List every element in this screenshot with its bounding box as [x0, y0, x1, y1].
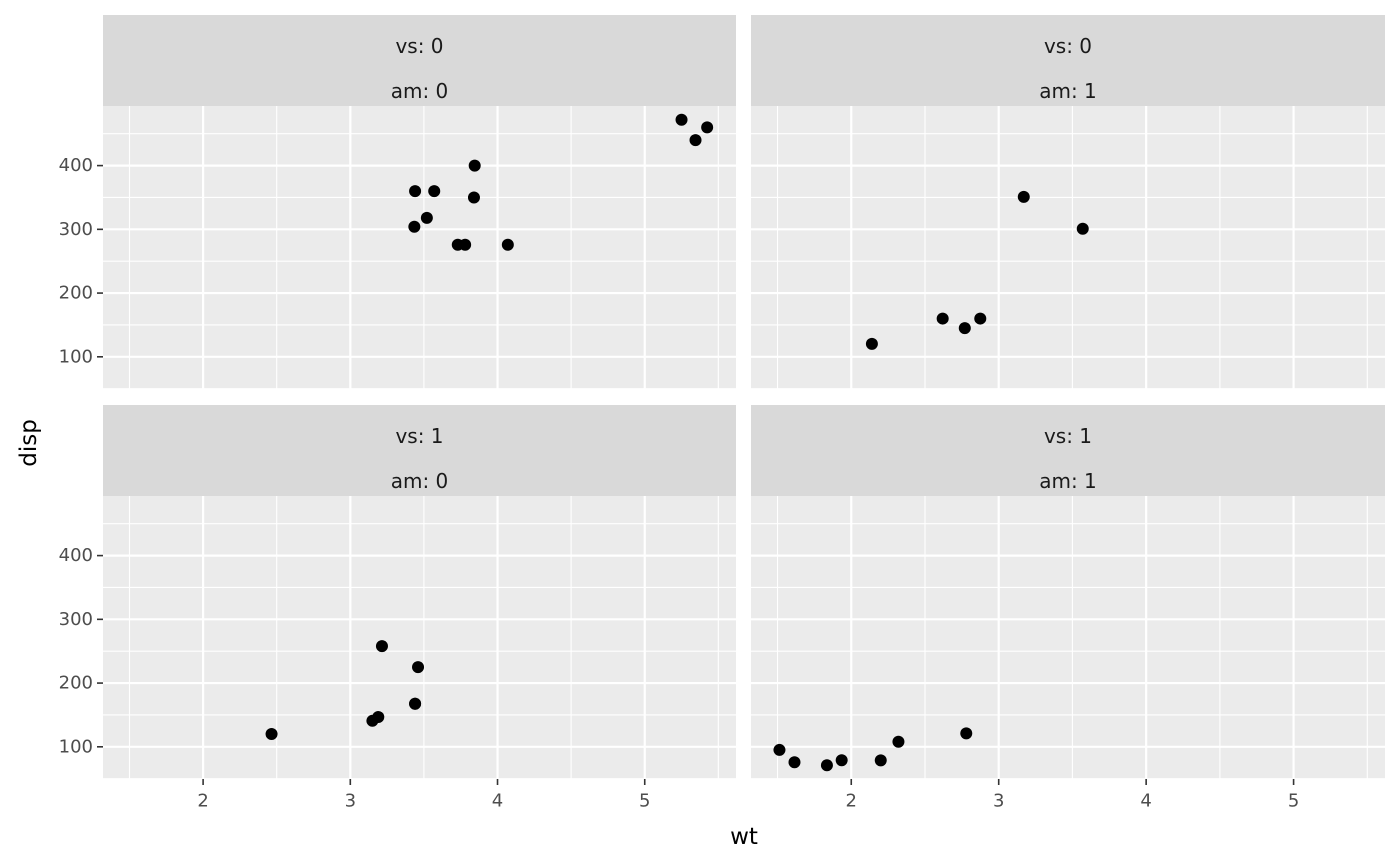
panel-background: [751, 106, 1385, 389]
x-tick-label: 2: [197, 791, 208, 812]
x-tick-label: 5: [639, 791, 650, 812]
data-point: [892, 735, 905, 748]
facet-strip: [751, 405, 1385, 496]
facet-panel: vs: 0 am: 0: [103, 15, 736, 390]
data-point: [820, 759, 833, 772]
data-point: [409, 697, 422, 710]
facet-strip-label: vs: 1: [395, 424, 443, 448]
axes-layer: 100 200 300 400 100 200 300 400 2 3 4 5 2 3 4 5: [59, 155, 1300, 811]
data-point: [412, 661, 425, 674]
facet-strip-label: am: 0: [391, 79, 449, 103]
data-point: [408, 220, 421, 233]
facet-strip-label: vs: 0: [395, 34, 443, 58]
panel-background: [103, 496, 736, 779]
x-tick-label: 3: [345, 791, 356, 812]
y-tick-label: 100: [59, 346, 93, 367]
y-tick-label: 100: [59, 736, 93, 757]
x-tick-label: 5: [1288, 791, 1299, 812]
data-point: [835, 754, 848, 767]
facet-strip-label: vs: 1: [1044, 424, 1092, 448]
y-axis-title: disp: [16, 419, 42, 467]
data-point: [689, 134, 702, 147]
data-point: [428, 185, 441, 198]
facet-strip: [751, 15, 1385, 106]
y-tick-label: 200: [59, 673, 93, 694]
facet-panel: vs: 1 am: 0: [103, 405, 736, 780]
y-tick-label: 300: [59, 219, 93, 240]
x-tick-label: 4: [1140, 791, 1151, 812]
y-tick-label: 200: [59, 283, 93, 304]
x-tick-label: 4: [492, 791, 503, 812]
data-point: [865, 337, 878, 350]
data-point: [701, 121, 714, 134]
facet-strip-label: vs: 0: [1044, 34, 1092, 58]
y-tick-label: 400: [59, 545, 93, 566]
x-axis-title: wt: [730, 824, 758, 850]
data-point: [501, 238, 514, 251]
data-point: [1017, 190, 1030, 203]
facet-panel: vs: 1 am: 1: [751, 405, 1385, 780]
data-point: [366, 714, 379, 727]
facet-strip-label: am: 1: [1039, 469, 1097, 493]
data-point: [874, 754, 887, 767]
y-tick-label: 300: [59, 609, 93, 630]
data-point: [958, 322, 971, 335]
facet-strip: [103, 405, 736, 496]
data-point: [375, 640, 388, 653]
data-point: [468, 159, 481, 172]
data-point: [467, 191, 480, 204]
y-tick-label: 400: [59, 155, 93, 176]
panel-background: [103, 106, 736, 389]
data-point: [773, 743, 786, 756]
facet-strip-label: am: 1: [1039, 79, 1097, 103]
data-point: [1076, 222, 1089, 235]
data-point: [265, 728, 278, 741]
facet-strip: [103, 15, 736, 106]
data-point: [960, 727, 973, 740]
facet-panel: vs: 0 am: 1: [751, 15, 1385, 390]
data-point: [459, 238, 472, 251]
x-tick-label: 3: [993, 791, 1004, 812]
panel-background: [751, 496, 1385, 779]
data-point: [974, 312, 987, 325]
data-point: [936, 312, 949, 325]
data-point: [409, 185, 422, 198]
facets-layer: vs: 0 am: 0 vs: 0 am: 1 vs: 1 am: 0 vs: 1 am: 1: [103, 15, 1385, 780]
data-point: [788, 756, 801, 769]
data-point: [420, 211, 433, 224]
x-tick-label: 2: [846, 791, 857, 812]
data-point: [675, 113, 688, 126]
facet-strip-label: am: 0: [391, 469, 449, 493]
